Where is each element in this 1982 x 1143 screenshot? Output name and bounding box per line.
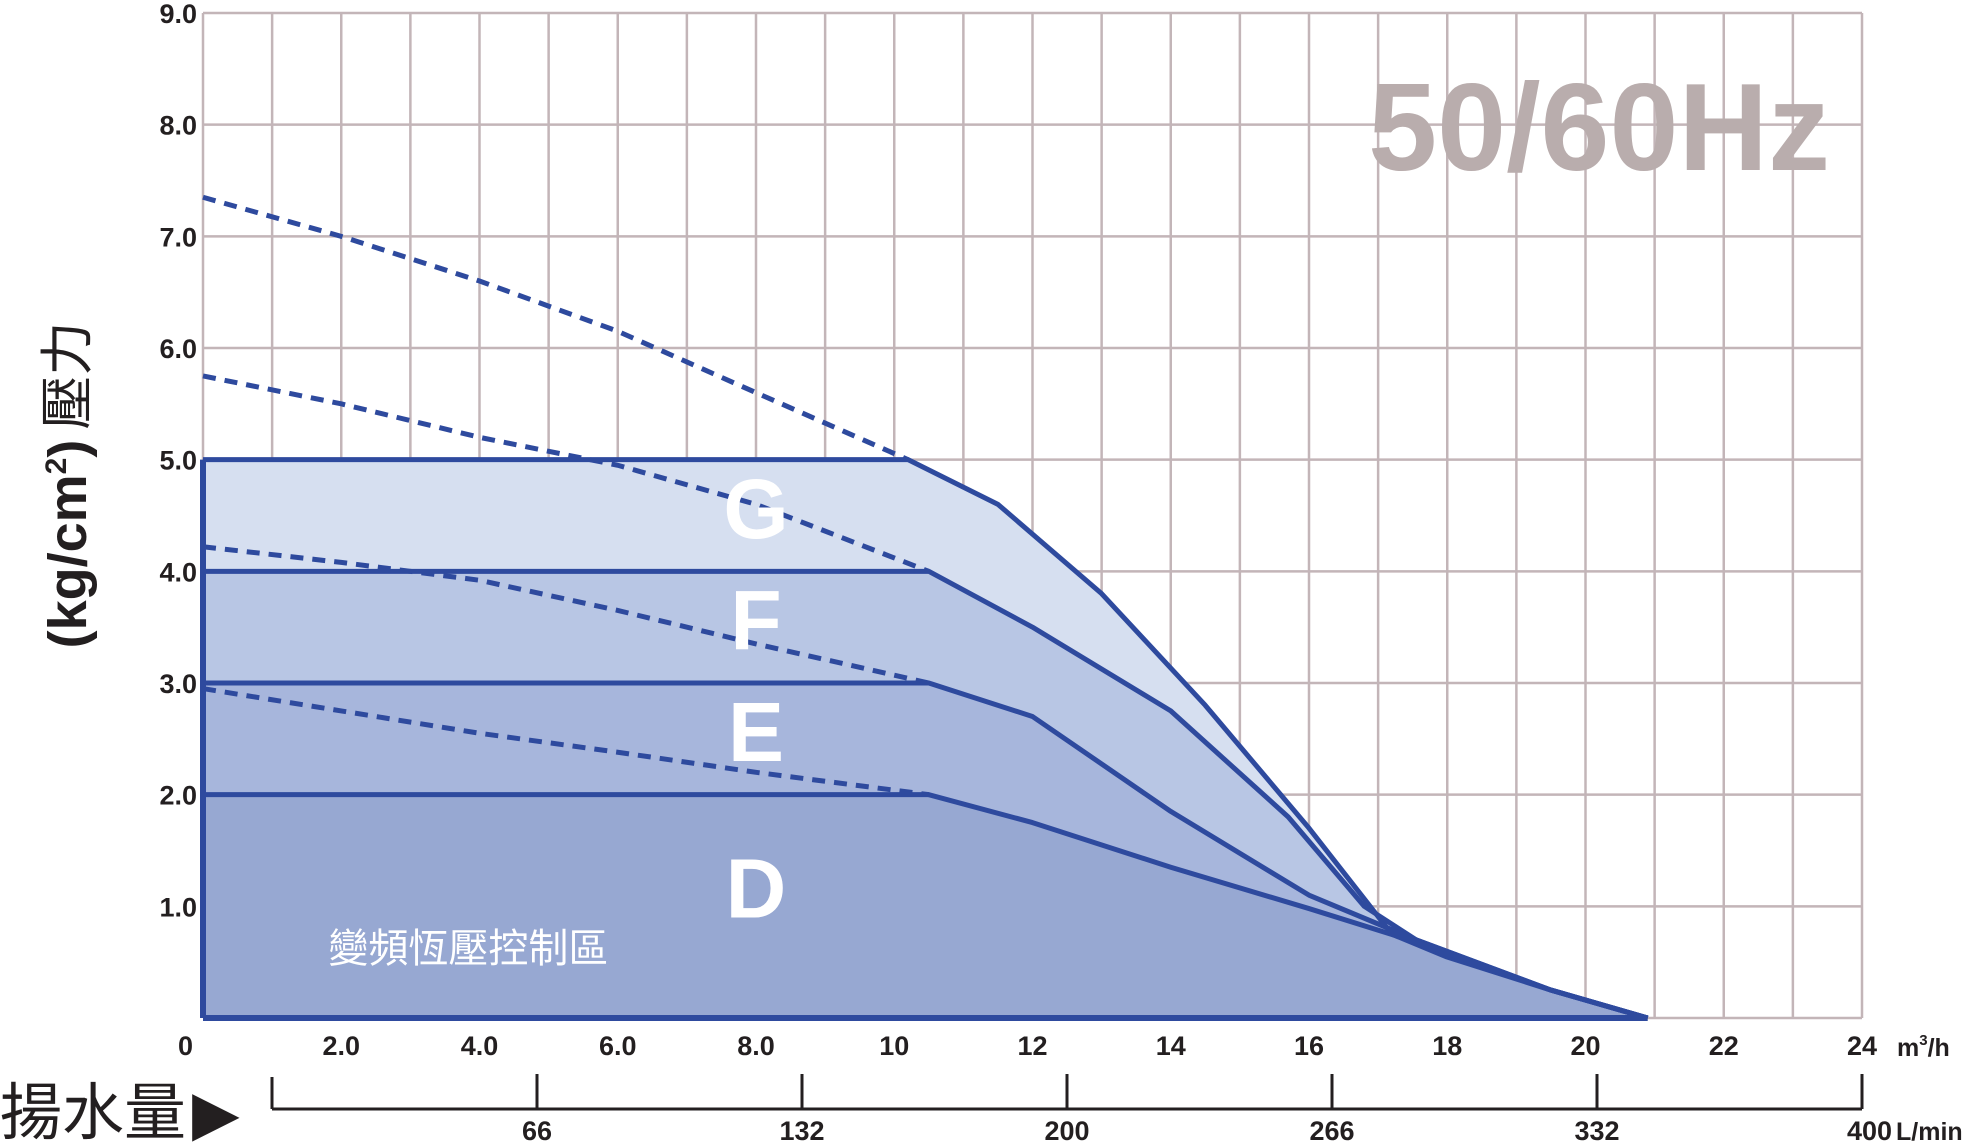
- x-unit-base: m: [1897, 1034, 1919, 1062]
- y-title-zh: 壓力: [38, 322, 98, 430]
- x-tick-label: 6.0: [599, 1031, 637, 1061]
- x-tick-label: 2.0: [322, 1031, 360, 1061]
- secondary-tick-label: 266: [1309, 1116, 1354, 1143]
- zone-curve-d: [203, 792, 1649, 1021]
- secondary-x-axis: 66 132 200 266 332 400: [270, 1074, 1892, 1143]
- chart-title: 50/60Hz: [1368, 59, 1830, 197]
- secondary-tick-label: 132: [779, 1116, 824, 1143]
- y-axis-title: (kg/cm2) 壓力: [38, 322, 98, 649]
- zone-label-f: F: [730, 574, 781, 668]
- y-tick-label: 9.0: [159, 0, 197, 29]
- x-unit-sup: 3: [1919, 1032, 1927, 1049]
- y-title-open: (kg/cm: [38, 474, 98, 648]
- y-tick-label: 6.0: [159, 334, 197, 364]
- x-tick-label: 24: [1847, 1031, 1877, 1061]
- x-tick-label: 18: [1432, 1031, 1462, 1061]
- y-tick-label: 7.0: [159, 222, 197, 252]
- zone-area-d: [203, 794, 1648, 1018]
- x-unit-rest: /h: [1928, 1034, 1950, 1062]
- x-axis-title: 揚水量 ▶: [0, 1079, 240, 1143]
- y-title-sup: 2: [40, 458, 73, 475]
- x-axis-ticks: 0 2.0 4.0 6.0 8.0 10 12 14 16 18 20 22 24: [178, 1031, 1877, 1061]
- y-tick-label: 8.0: [159, 111, 197, 141]
- x-tick-label: 10: [879, 1031, 909, 1061]
- x-unit-label: m3/h: [1897, 1032, 1950, 1062]
- x-tick-label: 22: [1709, 1031, 1739, 1061]
- y-tick-label: 3.0: [159, 669, 197, 699]
- y-tick-label: 1.0: [159, 892, 197, 922]
- y-tick-label: 5.0: [159, 446, 197, 476]
- x-axis-title-text: 揚水量: [0, 1079, 186, 1143]
- zone-curves: [200, 457, 1649, 1021]
- x-tick-label: 14: [1156, 1031, 1186, 1061]
- dashed-curve: [202, 373, 930, 574]
- y-title-close: ): [38, 440, 98, 458]
- y-axis-title-text: (kg/cm2) 壓力: [38, 322, 98, 649]
- y-axis-ticks: 1.0 2.0 3.0 4.0 5.0 6.0 7.0 8.0 9.0: [159, 0, 197, 922]
- zone-label-e: E: [728, 685, 784, 779]
- x-tick-label: 12: [1017, 1031, 1047, 1061]
- x-tick-label: 20: [1570, 1031, 1600, 1061]
- x-tick-label: 8.0: [737, 1031, 775, 1061]
- control-zone-label: 變頻恆壓控制區: [328, 927, 608, 971]
- dashed-curve: [202, 544, 930, 686]
- y-tick-label: 4.0: [159, 557, 197, 587]
- secondary-tick-label: 400: [1847, 1116, 1892, 1143]
- zone-label-g: G: [723, 462, 788, 556]
- zone-label-d: D: [726, 842, 787, 936]
- dashed-curve: [202, 194, 910, 462]
- secondary-tick-label: 332: [1574, 1116, 1619, 1143]
- x-tick-label: 4.0: [461, 1031, 499, 1061]
- x-tick-label: 0: [178, 1031, 193, 1061]
- secondary-tick-label: 66: [522, 1116, 552, 1143]
- x-tick-label: 16: [1294, 1031, 1324, 1061]
- dashed-extensions: [202, 194, 930, 798]
- dashed-curve: [202, 686, 930, 798]
- x-axis-arrow: ▶: [192, 1079, 240, 1143]
- y-tick-label: 2.0: [159, 781, 197, 811]
- secondary-tick-label: 200: [1044, 1116, 1089, 1143]
- secondary-unit-label: L/min: [1896, 1118, 1963, 1143]
